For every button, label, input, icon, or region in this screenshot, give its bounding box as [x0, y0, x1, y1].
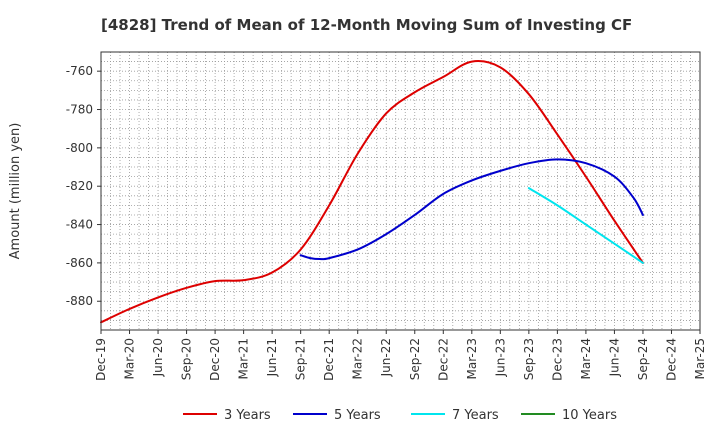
- x-tick-label: Dec-23: [550, 338, 564, 381]
- plot-background: [101, 52, 700, 330]
- x-tick-label: Sep-22: [408, 338, 422, 380]
- legend-label: 10 Years: [562, 408, 617, 423]
- x-tick-label: Jun-20: [151, 338, 165, 377]
- y-tick-label: -860: [66, 256, 93, 270]
- legend-item-2: 5 Years: [293, 408, 381, 423]
- series-line-2: [299, 158, 644, 261]
- x-tick-label: Sep-21: [294, 338, 308, 380]
- y-tick-label: -880: [66, 294, 93, 308]
- series-layer: [100, 60, 644, 324]
- legend-item-3: 7 Years: [411, 408, 499, 423]
- x-tick-label: Mar-22: [351, 338, 365, 379]
- legend-item-1: 3 Years: [183, 408, 271, 423]
- x-tick-label: Jun-23: [493, 338, 507, 377]
- x-tick-label: Sep-23: [522, 338, 536, 380]
- x-tick-label: Dec-19: [94, 338, 108, 381]
- y-tick-label: -820: [66, 179, 93, 193]
- x-tick-label: Jun-21: [265, 338, 279, 377]
- x-tick-label: Dec-24: [664, 338, 678, 381]
- x-tick-label: Jun-22: [379, 338, 393, 377]
- x-axis-ticks: Dec-19 Mar-20 Jun-20 Sep-20 Dec-20 Mar-21 Jun-…: [94, 330, 707, 381]
- y-axis-label: Amount (million yen): [8, 123, 23, 260]
- x-tick-label: Dec-21: [322, 338, 336, 381]
- y-tick-label: -840: [66, 218, 93, 232]
- plot-frame: [100, 51, 701, 331]
- legend-label: 3 Years: [224, 408, 271, 423]
- x-tick-label: Mar-24: [579, 338, 593, 379]
- x-tick-label: Sep-20: [180, 338, 194, 380]
- y-tick-label: -800: [66, 141, 93, 155]
- legend: 3 Years 5 Years 7 Years 10 Years: [183, 408, 617, 423]
- x-tick-label: Dec-20: [208, 338, 222, 381]
- legend-label: 7 Years: [452, 408, 499, 423]
- x-tick-label: Mar-20: [123, 338, 137, 379]
- grid-lines: [101, 52, 700, 330]
- y-tick-label: -760: [66, 64, 93, 78]
- chart-title: [4828] Trend of Mean of 12-Month Moving …: [101, 16, 632, 34]
- x-tick-label: Mar-21: [237, 338, 251, 379]
- x-tick-label: Dec-22: [436, 338, 450, 381]
- x-tick-label: Sep-24: [636, 338, 650, 380]
- legend-item-4: 10 Years: [521, 408, 617, 423]
- plot-area: [101, 52, 700, 330]
- x-tick-label: Jun-24: [607, 338, 621, 377]
- x-tick-label: Mar-25: [693, 338, 707, 379]
- y-axis-ticks: -760 -780 -800 -820 -840 -860 -880: [66, 64, 101, 308]
- series-line-3: [527, 187, 644, 264]
- series-line-1: [100, 60, 644, 324]
- plot-border: [100, 51, 701, 331]
- legend-label: 5 Years: [334, 408, 381, 423]
- y-tick-label: -780: [66, 103, 93, 117]
- x-tick-label: Mar-23: [465, 338, 479, 379]
